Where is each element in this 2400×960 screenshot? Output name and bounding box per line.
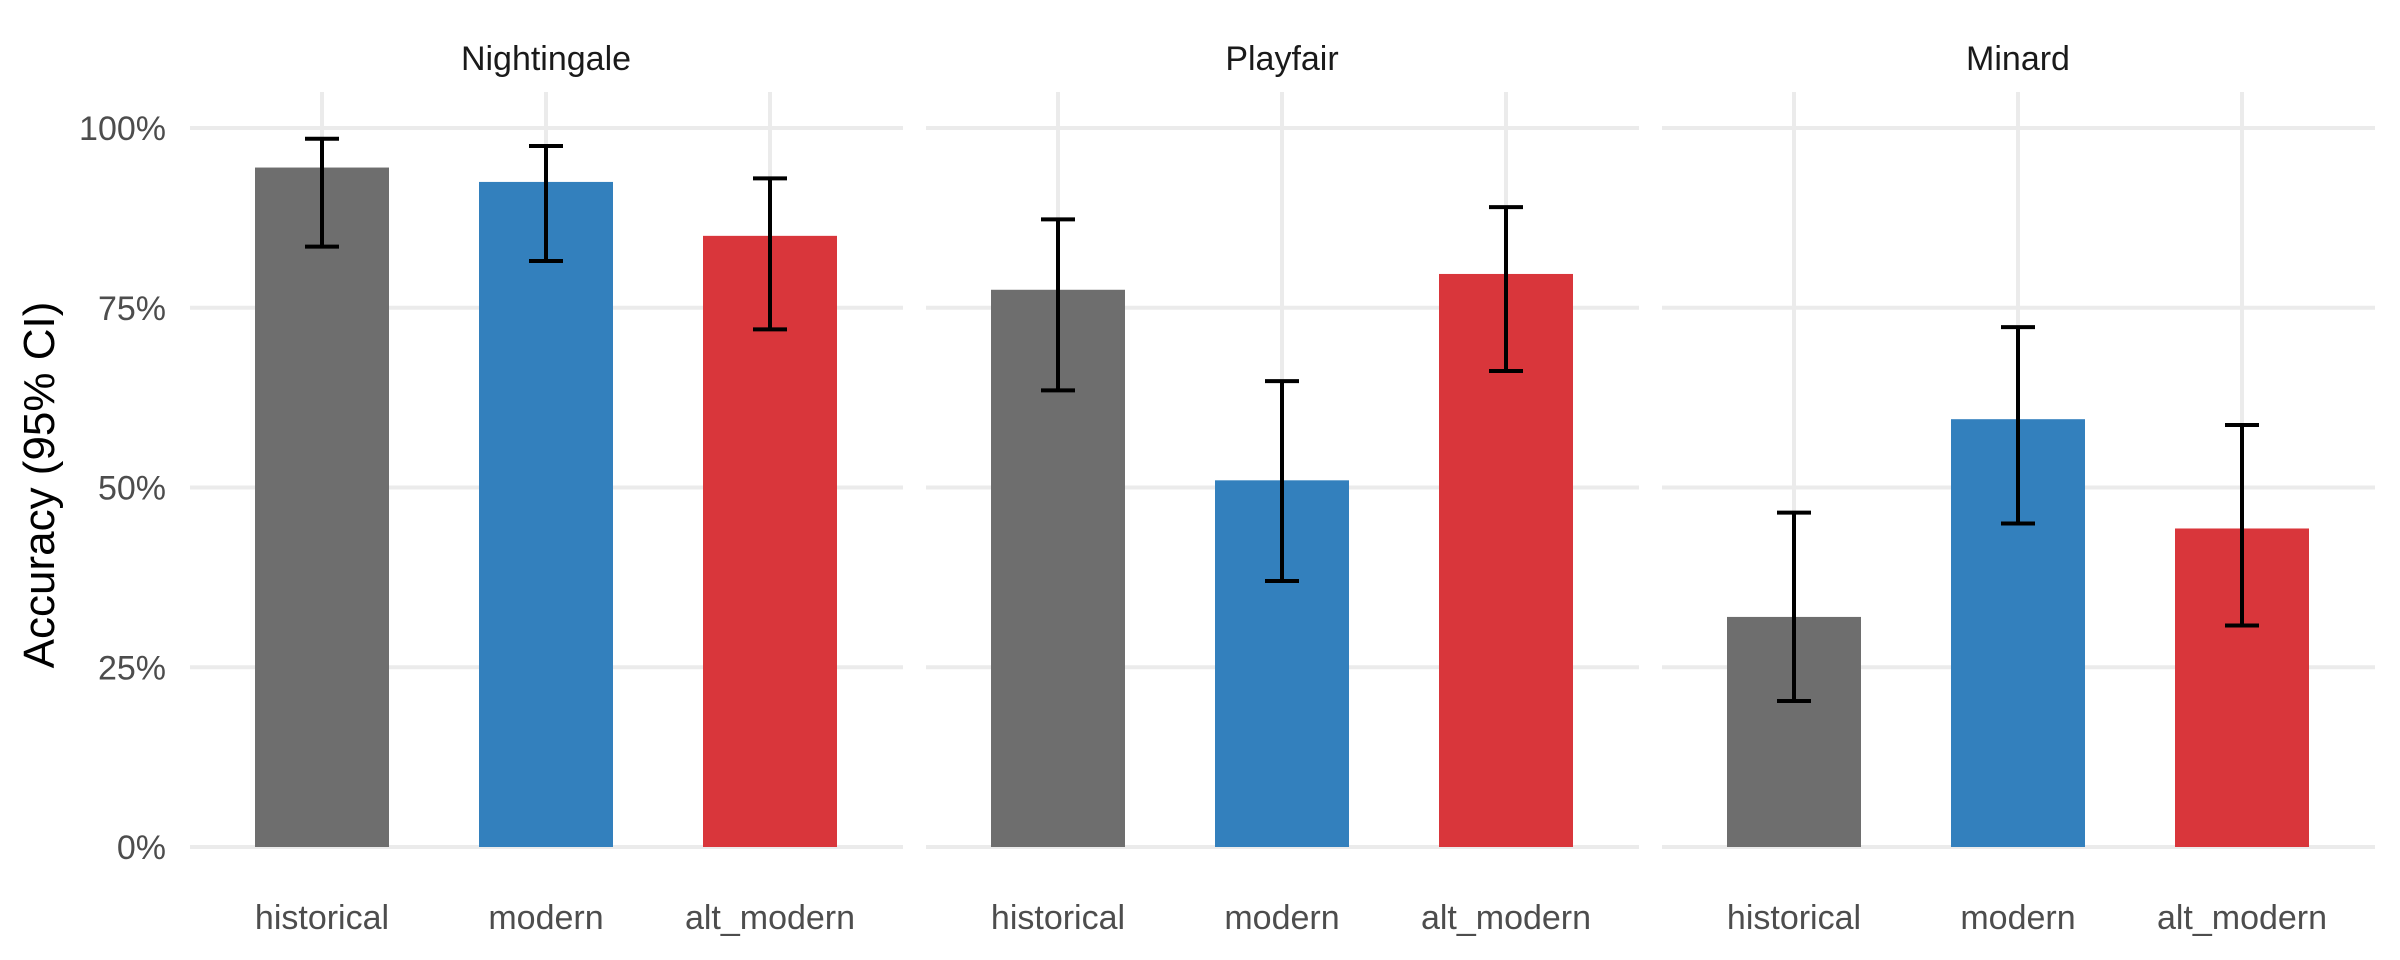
y-tick-label: 75%	[98, 290, 166, 328]
error-bar	[753, 176, 787, 332]
y-tick-label: 25%	[98, 649, 166, 687]
labels-layer: 0% 25% 50% 75% 100% Nightingale historical mode…	[79, 40, 2327, 937]
error-bar	[1041, 217, 1075, 393]
x-tick-label: historical	[255, 899, 389, 937]
x-tick-label: historical	[991, 899, 1125, 937]
panel-title: Nightingale	[461, 40, 631, 78]
bar-alt_modern	[703, 235, 837, 848]
error-bar	[529, 143, 563, 264]
error-bar	[1265, 379, 1299, 583]
bar-modern	[479, 181, 613, 848]
error-bar	[1489, 205, 1523, 374]
x-tick-label: alt_modern	[685, 899, 855, 937]
x-tick-label: alt_modern	[1421, 899, 1591, 937]
panel-title: Playfair	[1225, 40, 1338, 78]
bar-historical	[255, 167, 389, 848]
error-bars-layer	[305, 136, 2259, 704]
x-tick-label: alt_modern	[2157, 899, 2327, 937]
error-bar	[2225, 422, 2259, 628]
x-tick-label: modern	[488, 899, 603, 937]
x-tick-label: historical	[1727, 899, 1861, 937]
y-tick-label: 100%	[79, 110, 166, 148]
x-tick-label: modern	[1224, 899, 1339, 937]
y-tick-label: 0%	[117, 829, 166, 867]
error-bar	[2001, 325, 2035, 526]
error-bar	[1777, 510, 1811, 704]
y-tick-label: 50%	[98, 470, 166, 508]
y-axis-title: Accuracy (95% CI)	[15, 302, 64, 669]
bars-layer	[255, 167, 2309, 848]
x-tick-label: modern	[1960, 899, 2075, 937]
error-bar	[305, 136, 339, 249]
panel-title: Minard	[1966, 40, 2070, 78]
